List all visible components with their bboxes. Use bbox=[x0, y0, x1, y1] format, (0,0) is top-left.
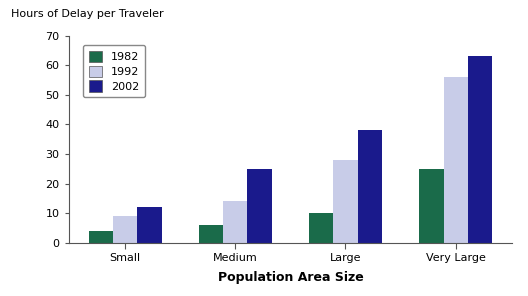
Bar bbox=[223, 201, 248, 243]
Legend: 1982, 1992, 2002: 1982, 1992, 2002 bbox=[83, 45, 145, 97]
Bar bbox=[468, 56, 492, 243]
Bar bbox=[357, 130, 382, 243]
Bar bbox=[89, 231, 113, 243]
Bar bbox=[309, 213, 333, 243]
Text: Hours of Delay per Traveler: Hours of Delay per Traveler bbox=[11, 9, 164, 19]
Bar bbox=[333, 160, 357, 243]
Bar bbox=[113, 216, 137, 243]
Bar bbox=[248, 169, 272, 243]
Bar bbox=[137, 207, 162, 243]
Bar bbox=[419, 169, 444, 243]
Bar bbox=[444, 77, 468, 243]
X-axis label: Population Area Size: Population Area Size bbox=[218, 271, 363, 284]
Bar bbox=[199, 225, 223, 243]
